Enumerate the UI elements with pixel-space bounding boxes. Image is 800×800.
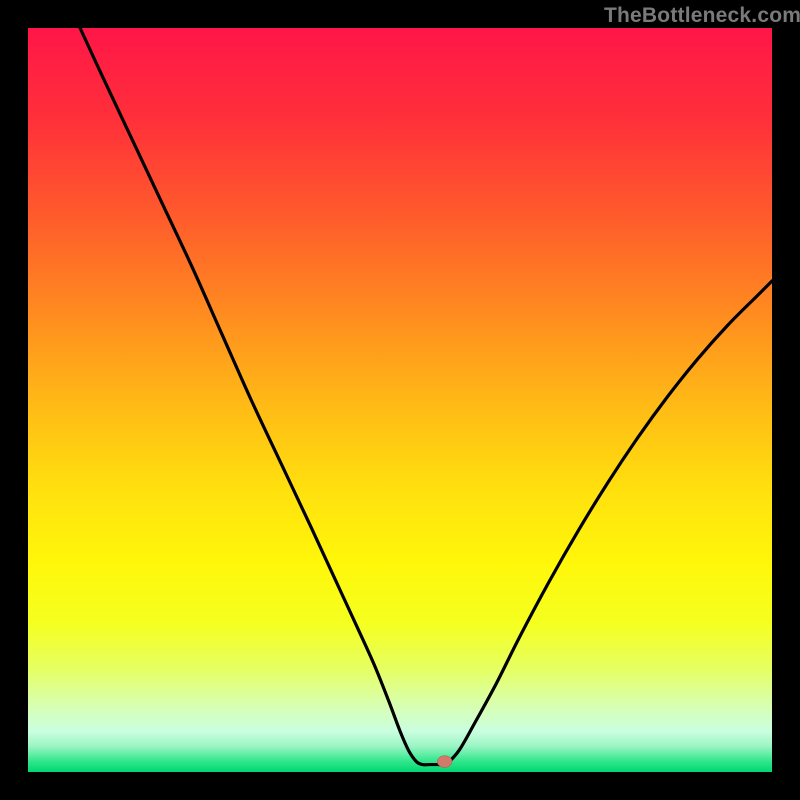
optimal-point-marker [437, 756, 452, 768]
watermark-text: TheBottleneck.com [604, 4, 800, 28]
plot-area [28, 28, 772, 772]
gradient-background [28, 28, 772, 772]
plot-svg [28, 28, 772, 772]
